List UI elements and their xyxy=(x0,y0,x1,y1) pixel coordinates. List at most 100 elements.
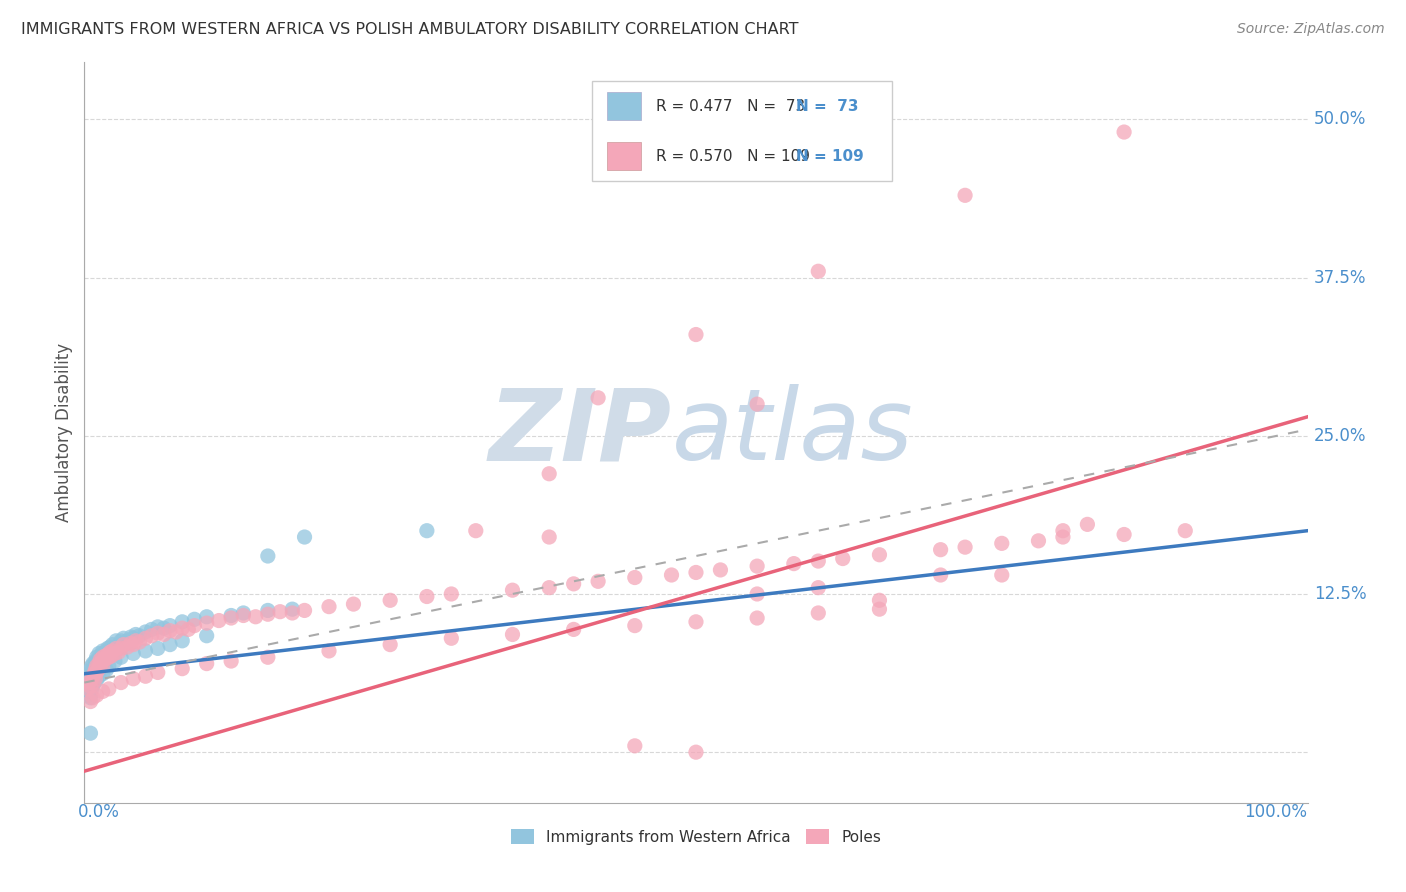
Point xyxy=(172,633,194,648)
Point xyxy=(538,467,561,481)
Point xyxy=(538,530,561,544)
Point xyxy=(110,633,132,648)
Point xyxy=(89,659,111,673)
Point xyxy=(141,629,163,643)
Point xyxy=(79,694,101,708)
Point xyxy=(195,616,218,631)
Point xyxy=(91,653,114,667)
Bar xyxy=(606,93,641,120)
Point xyxy=(96,648,118,663)
Point xyxy=(464,524,486,538)
Point xyxy=(90,656,112,670)
Point xyxy=(416,524,439,538)
Point xyxy=(747,611,769,625)
Point xyxy=(76,675,98,690)
Point xyxy=(294,603,316,617)
Point xyxy=(79,663,101,677)
Point xyxy=(110,675,132,690)
Point xyxy=(685,615,707,629)
Text: 37.5%: 37.5% xyxy=(1313,268,1367,286)
Point xyxy=(93,653,115,667)
Point xyxy=(87,653,110,667)
Point xyxy=(1174,524,1197,538)
Point xyxy=(79,726,101,740)
Point xyxy=(929,568,952,582)
Point xyxy=(232,608,254,623)
Point xyxy=(80,659,103,673)
Point xyxy=(100,645,122,659)
FancyBboxPatch shape xyxy=(592,81,891,181)
Point xyxy=(342,597,364,611)
Point xyxy=(97,648,120,662)
Point xyxy=(91,650,114,665)
Point xyxy=(87,654,110,668)
Point xyxy=(929,542,952,557)
Point xyxy=(807,581,830,595)
Point xyxy=(79,672,101,686)
Point xyxy=(586,574,609,589)
Point xyxy=(84,659,107,673)
Point xyxy=(105,633,128,648)
Point xyxy=(869,548,891,562)
Point xyxy=(709,563,731,577)
Point xyxy=(97,641,120,656)
Point xyxy=(440,632,463,646)
Point xyxy=(502,627,524,641)
Point xyxy=(87,657,110,671)
Point xyxy=(159,638,181,652)
Point xyxy=(97,644,120,658)
Point xyxy=(281,602,304,616)
Point xyxy=(100,648,122,663)
Point xyxy=(110,641,132,656)
Point xyxy=(86,657,108,671)
Point xyxy=(685,327,707,342)
Point xyxy=(77,669,100,683)
Point xyxy=(107,645,129,659)
Point xyxy=(87,647,110,661)
Point xyxy=(269,605,291,619)
Point xyxy=(624,570,647,584)
Point xyxy=(257,607,280,622)
Point xyxy=(82,690,104,705)
Point xyxy=(146,626,169,640)
Point xyxy=(101,638,124,652)
Point xyxy=(380,638,402,652)
Point xyxy=(79,690,101,705)
Point xyxy=(89,650,111,665)
Point xyxy=(183,612,205,626)
Point xyxy=(91,684,114,698)
Point xyxy=(96,651,118,665)
Point xyxy=(91,666,114,681)
Point xyxy=(195,609,218,624)
Point xyxy=(172,662,194,676)
Point xyxy=(120,636,142,650)
Point xyxy=(869,593,891,607)
Point xyxy=(294,530,316,544)
Point xyxy=(318,644,340,658)
Point xyxy=(165,624,187,639)
Point xyxy=(77,688,100,702)
Point xyxy=(208,614,231,628)
Point xyxy=(135,644,157,658)
Point xyxy=(747,559,769,574)
Point xyxy=(1052,530,1074,544)
Point xyxy=(77,666,100,681)
Point xyxy=(77,675,100,690)
Text: 100.0%: 100.0% xyxy=(1244,803,1308,821)
Point xyxy=(159,624,181,638)
Point xyxy=(195,657,218,671)
Point xyxy=(94,645,117,659)
Point xyxy=(172,615,194,629)
Point xyxy=(135,632,157,646)
Point xyxy=(82,675,104,690)
Text: IMMIGRANTS FROM WESTERN AFRICA VS POLISH AMBULATORY DISABILITY CORRELATION CHART: IMMIGRANTS FROM WESTERN AFRICA VS POLISH… xyxy=(21,22,799,37)
Point xyxy=(146,620,169,634)
Point xyxy=(159,618,181,632)
Point xyxy=(83,675,105,690)
Text: 0.0%: 0.0% xyxy=(79,803,120,821)
Point xyxy=(98,645,121,659)
Point xyxy=(219,654,242,668)
Point xyxy=(86,673,108,687)
Point xyxy=(747,587,769,601)
Point xyxy=(257,603,280,617)
